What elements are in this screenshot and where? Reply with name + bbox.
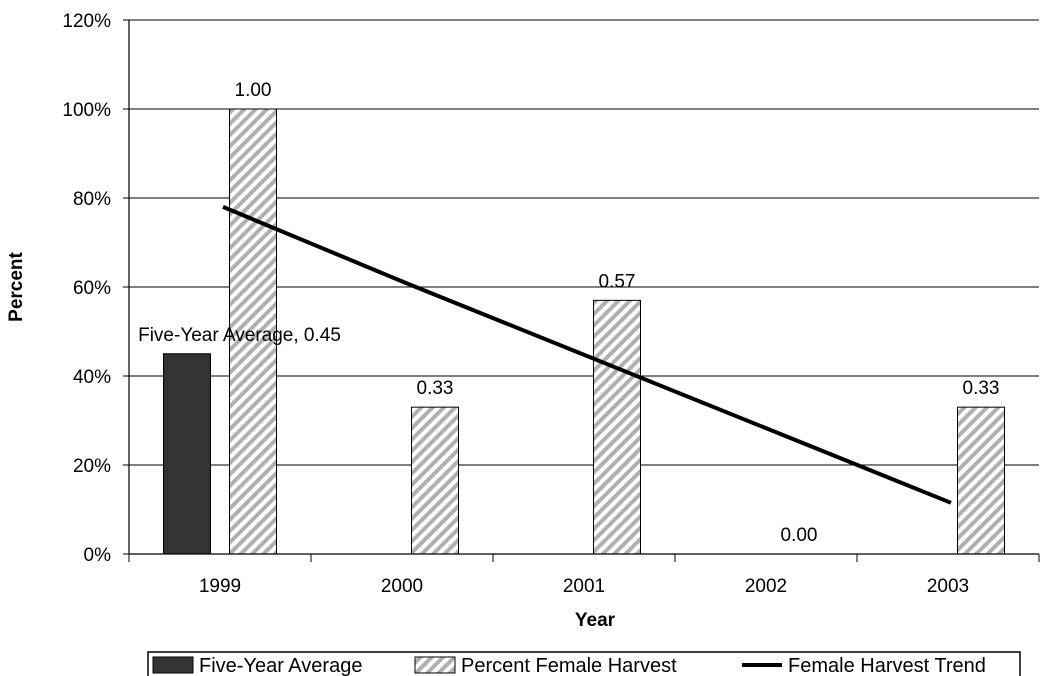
data-label-percent-female-harvest: 0.33 <box>963 378 1000 399</box>
bar-percent-female-harvest <box>957 406 1005 555</box>
bar-percent-female-harvest <box>229 108 277 555</box>
y-tick-label: 60% <box>73 278 111 299</box>
bar-percent-female-harvest <box>593 299 641 555</box>
data-label-five-year-average: Five-Year Average, 0.45 <box>138 325 341 346</box>
y-tick-label: 20% <box>73 456 111 477</box>
legend-label-female-harvest-trend: Female Harvest Trend <box>788 655 986 676</box>
trend-line-layer <box>222 205 952 505</box>
y-tick-label: 120% <box>62 11 111 32</box>
legend-frame <box>147 651 1021 676</box>
x-tick-label: 2003 <box>927 576 969 597</box>
trend-line-female-harvest <box>222 205 952 505</box>
legend: Five-Year Average Percent Female Harvest… <box>147 651 1021 676</box>
x-tick-label: 2000 <box>381 576 423 597</box>
data-label-percent-female-harvest: 0.57 <box>599 271 636 292</box>
x-tick-label: 2002 <box>745 576 787 597</box>
y-axis-title: Percent <box>6 251 27 321</box>
x-axis-ticks: 1999 2000 2001 2002 2003 <box>128 554 1040 597</box>
y-tick-label: 100% <box>62 100 111 121</box>
y-tick-label: 80% <box>73 189 111 210</box>
axes <box>128 20 1039 555</box>
legend-label-percent-female-harvest: Percent Female Harvest <box>461 655 677 676</box>
gridlines <box>129 19 1039 466</box>
x-tick-label: 2001 <box>563 576 605 597</box>
y-axis-ticks: 0% 20% 40% 60% 80% 100% 120% <box>62 11 129 566</box>
data-label-percent-female-harvest: 1.00 <box>235 80 272 101</box>
data-label-percent-female-harvest: 0.33 <box>417 378 454 399</box>
data-labels: Five-Year Average, 0.45 1.00 0.33 0.57 0.00 0… <box>138 80 999 546</box>
y-tick-label: 40% <box>73 367 111 388</box>
x-tick-label: 1999 <box>199 576 241 597</box>
bar-percent-female-harvest <box>411 406 459 555</box>
x-axis-title: Year <box>575 610 616 631</box>
legend-swatch-five-year-average <box>152 656 194 674</box>
y-tick-label: 0% <box>84 545 112 566</box>
bars <box>163 108 1005 555</box>
data-label-percent-female-harvest: 0.00 <box>781 525 818 546</box>
bar-five-year-average <box>163 353 211 555</box>
legend-label-five-year-average: Five-Year Average <box>199 655 362 676</box>
legend-swatch-percent-female-harvest <box>414 656 456 674</box>
